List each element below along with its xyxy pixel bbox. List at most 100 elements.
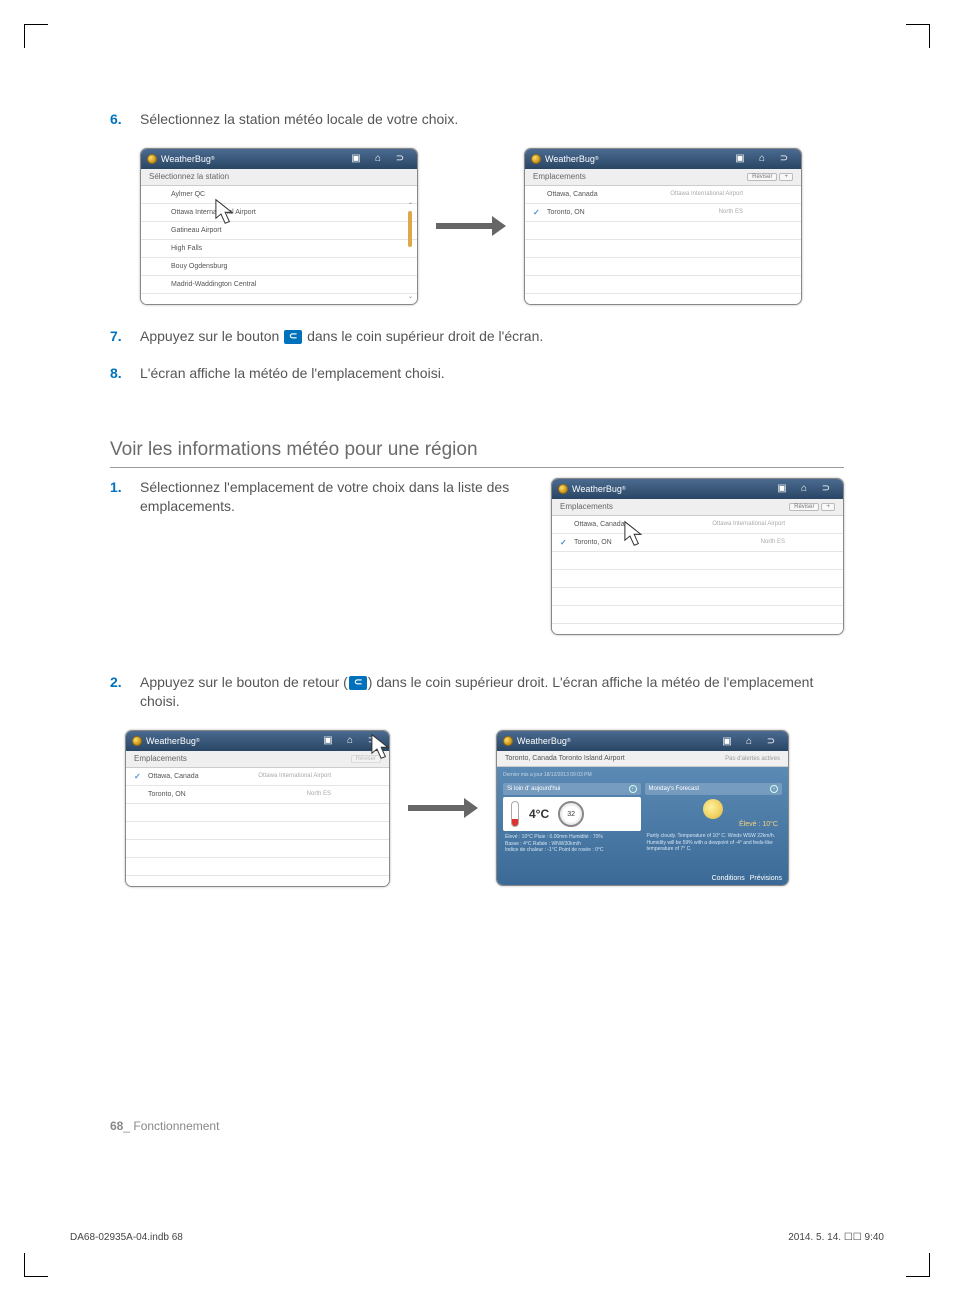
location-item[interactable]: ✓ Ottawa, Canada Ottawa International Ai… — [126, 768, 389, 786]
location-item[interactable]: Ottawa, Canada Ottawa International Airp… — [552, 516, 843, 534]
scroll-thumb[interactable] — [408, 211, 412, 247]
wb-brand: WeatherBug — [545, 154, 595, 164]
station-item[interactable]: Madrid-Waddington Central — [141, 276, 417, 294]
step-text: Sélectionnez la station météo locale de … — [140, 110, 844, 130]
gauge-icon: 32 — [558, 801, 584, 827]
location-item[interactable]: Ottawa, Canada Ottawa International Airp… — [525, 186, 801, 204]
location-item[interactable]: Toronto, ON North ES — [126, 786, 389, 804]
tab-conditions[interactable]: Conditions — [712, 875, 745, 882]
add-button[interactable]: + — [779, 173, 793, 181]
scroll-up-icon[interactable] — [407, 203, 414, 210]
step-7: 7. Appuyez sur le bouton dans le coin su… — [110, 327, 844, 347]
arrow-right-icon — [408, 801, 478, 815]
step-number: 6. — [110, 110, 140, 130]
location-item[interactable]: ✓ Toronto, ON North ES — [552, 534, 843, 552]
info-icon[interactable]: › — [629, 785, 637, 793]
footer-section: _ Fonctionnement — [123, 1119, 219, 1133]
info-icon[interactable]: › — [770, 785, 778, 793]
location-item-empty — [552, 606, 843, 624]
sun-cloud-icon — [703, 799, 723, 819]
back-icon[interactable]: ⊃ — [389, 150, 411, 168]
wb-sub-header: Emplacements Réviser + — [552, 499, 843, 516]
wb-titlebar: WeatherBug® ▣ ⌂ ⊃ — [126, 731, 389, 751]
step-6: 6. Sélectionnez la station météo locale … — [110, 110, 844, 130]
tab-previsions[interactable]: Prévisions — [750, 875, 782, 882]
location-item-empty — [552, 588, 843, 606]
station-item[interactable]: Ottawa International Airport — [141, 204, 417, 222]
screenshot-locations: WeatherBug® ▣ ⌂ ⊃ Emplacements Réviser +… — [524, 148, 802, 305]
wb-titlebar: WeatherBug® ▣ ⌂ ⊃ — [552, 479, 843, 499]
add-button[interactable]: + — [821, 503, 835, 511]
location-item-empty — [126, 804, 389, 822]
weather-stats-left: Élevé : 10°C Pluie : 0.00mm Humidité : 7… — [503, 834, 641, 854]
wb-titlebar: WeatherBug® ▣ ⌂ ⊃ — [141, 149, 417, 169]
location-item[interactable]: ✓ Toronto, ON North ES — [525, 204, 801, 222]
location-item-empty — [525, 222, 801, 240]
screenshot-locations-select: WeatherBug® ▣ ⌂ ⊃ Emplacements Réviser +… — [551, 478, 844, 635]
wb-brand: WeatherBug — [146, 736, 196, 746]
station-item[interactable]: Bouy Ogdensburg — [141, 258, 417, 276]
scroll-down-icon[interactable] — [407, 294, 414, 301]
location-item-empty — [552, 570, 843, 588]
weatherbug-logo-icon — [132, 736, 142, 746]
scrollbar[interactable] — [407, 203, 414, 301]
check-icon: ✓ — [560, 538, 567, 547]
cursor-icon — [369, 733, 390, 765]
save-icon[interactable]: ▣ — [771, 480, 793, 498]
home-icon[interactable]: ⌂ — [367, 150, 389, 168]
station-item[interactable]: Aylmer QC — [141, 186, 417, 204]
reviser-button[interactable]: Réviser — [747, 173, 777, 181]
wb-brand: WeatherBug — [517, 736, 567, 746]
panel-forecast: Monday's Forecast › Élevé : 10°C Partly … — [645, 783, 783, 854]
location-item-empty — [126, 840, 389, 858]
save-icon[interactable]: ▣ — [345, 150, 367, 168]
cursor-icon — [622, 520, 648, 552]
step-number: 8. — [110, 364, 140, 384]
location-item-empty — [552, 552, 843, 570]
station-item[interactable]: Gatineau Airport — [141, 222, 417, 240]
crop-mark-tl — [24, 24, 48, 48]
page-meta: DA68-02935A-04.indb 68 2014. 5. 14. ☐☐ 9… — [70, 1232, 884, 1243]
back-icon[interactable]: ⊃ — [815, 480, 837, 498]
home-icon[interactable]: ⌂ — [751, 150, 773, 168]
weatherbug-logo-icon — [558, 484, 568, 494]
save-icon[interactable]: ▣ — [317, 732, 339, 750]
wb-titlebar: WeatherBug® ▣ ⌂ ⊃ — [525, 149, 801, 169]
wb-sub-header: Emplacements Réviser — [126, 751, 389, 768]
page-number: 68 — [110, 1119, 123, 1133]
step-8: 8. L'écran affiche la météo de l'emplace… — [110, 364, 844, 384]
section2-step-1: 1. Sélectionnez l'emplacement de votre c… — [110, 478, 531, 517]
arrow-right-icon — [436, 219, 506, 233]
panel-today-title: Si loin d' aujourd'hui — [507, 786, 560, 792]
screenshot-weather-detail: WeatherBug® ▣ ⌂ ⊃ Toronto, Canada Toront… — [496, 730, 789, 886]
back-icon[interactable]: ⊃ — [760, 732, 782, 750]
save-icon[interactable]: ▣ — [716, 732, 738, 750]
location-item-empty — [126, 858, 389, 876]
section-heading: Voir les informations météo pour une rég… — [110, 439, 844, 468]
home-icon[interactable]: ⌂ — [738, 732, 760, 750]
thermometer-icon — [511, 801, 519, 827]
back-button-icon — [349, 676, 367, 690]
wb-sub-header: Sélectionnez la station — [141, 169, 417, 186]
panel-today: Si loin d' aujourd'hui › 4°C 32 Élevé : … — [503, 783, 641, 854]
back-icon[interactable]: ⊃ — [773, 150, 795, 168]
doc-timestamp: 2014. 5. 14. ☐☐ 9:40 — [788, 1232, 884, 1243]
crop-mark-bl — [24, 1253, 48, 1277]
crop-mark-br — [906, 1253, 930, 1277]
step-text: Sélectionnez l'emplacement de votre choi… — [140, 478, 531, 517]
screenshot-locations-back: WeatherBug® ▣ ⌂ ⊃ Emplacements Réviser ✓… — [125, 730, 390, 887]
crop-mark-tr — [906, 24, 930, 48]
weather-location-bar: Toronto, Canada Toronto Island Airport P… — [497, 751, 788, 767]
home-icon[interactable]: ⌂ — [339, 732, 361, 750]
location-item-empty — [525, 276, 801, 294]
save-icon[interactable]: ▣ — [729, 150, 751, 168]
location-item-empty — [525, 240, 801, 258]
location-item-empty — [126, 822, 389, 840]
weatherbug-logo-icon — [531, 154, 541, 164]
home-icon[interactable]: ⌂ — [793, 480, 815, 498]
select-station-label: Sélectionnez la station — [149, 172, 229, 181]
wb-titlebar: WeatherBug® ▣ ⌂ ⊃ — [497, 731, 788, 751]
reviser-button[interactable]: Réviser — [789, 503, 819, 511]
station-item[interactable]: High Falls — [141, 240, 417, 258]
emplacements-label: Emplacements — [560, 502, 613, 511]
